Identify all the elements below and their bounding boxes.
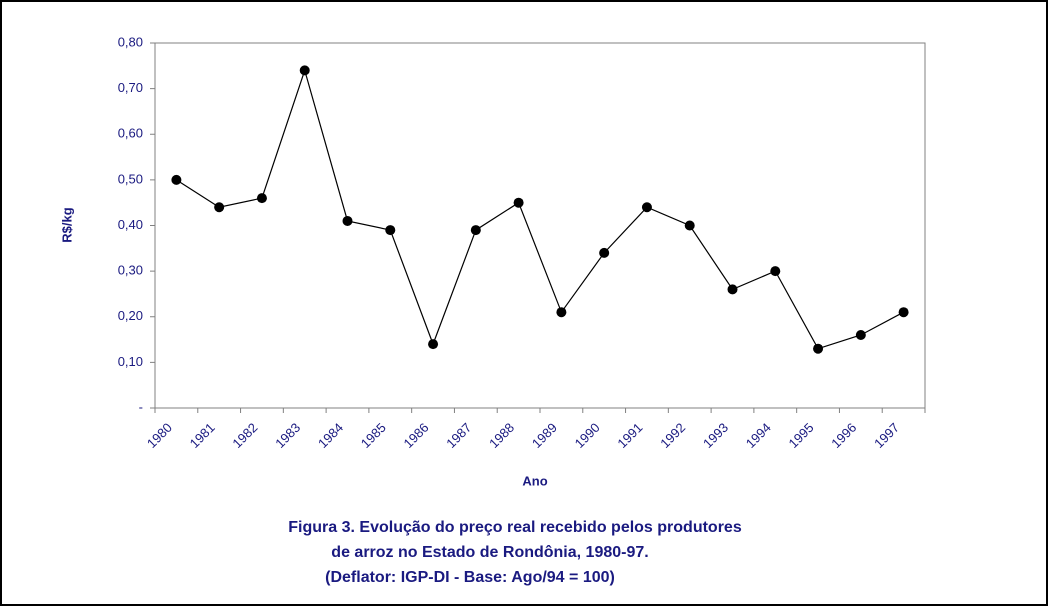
y-axis-label: R$/kg <box>59 207 74 242</box>
data-point <box>599 247 610 258</box>
data-point <box>470 225 481 236</box>
caption: (Deflator: IGP-DI - Base: Ago/94 = 100) <box>325 569 615 586</box>
data-point <box>214 202 225 213</box>
data-point <box>727 284 738 295</box>
data-point <box>299 65 310 76</box>
y-tick-label: - <box>139 399 143 414</box>
caption: de arroz no Estado de Rondônia, 1980-97. <box>331 544 648 561</box>
data-point <box>342 215 353 226</box>
y-tick-label: 0,50 <box>118 171 143 186</box>
x-axis-label: Ano <box>522 473 547 488</box>
data-point <box>855 330 866 340</box>
y-tick-label: 0,20 <box>118 308 143 323</box>
data-point <box>641 202 652 213</box>
y-tick-label: 0,60 <box>118 126 143 141</box>
data-point <box>684 220 695 231</box>
caption: Figura 3. Evolução do preço real recebid… <box>288 519 742 536</box>
data-point <box>898 307 909 318</box>
data-point <box>513 197 524 208</box>
data-point <box>171 174 182 185</box>
y-tick-label: 0,40 <box>118 217 143 232</box>
data-point <box>770 266 781 277</box>
y-tick-label: 0,80 <box>118 34 143 49</box>
data-point <box>813 343 824 354</box>
y-tick-label: 0,70 <box>118 80 143 95</box>
data-line <box>176 68 904 350</box>
data-point <box>385 225 396 236</box>
y-tick-label: 0,30 <box>118 263 143 278</box>
data-point <box>256 193 267 204</box>
y-tick-label: 0,10 <box>118 354 143 369</box>
data-point <box>428 339 439 350</box>
data-point <box>556 307 567 318</box>
